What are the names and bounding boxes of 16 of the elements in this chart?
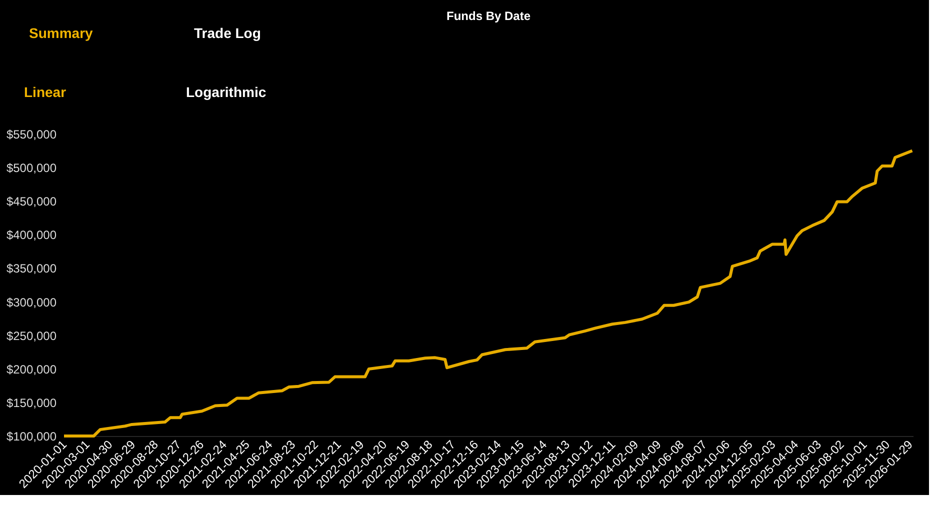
line-series: [62, 149, 914, 438]
y-tick-label: $150,000: [6, 396, 57, 410]
chart-title: Funds By Date: [446, 9, 531, 23]
y-tick-label: $250,000: [6, 328, 57, 343]
text: Linear: [24, 84, 67, 100]
y-tick-label: $300,000: [6, 295, 57, 310]
y-tick-label: $400,000: [6, 228, 57, 242]
y-tick-label: $350,000: [6, 262, 57, 276]
y-tick-label: $100,000: [6, 430, 57, 444]
text: Summary: [29, 25, 94, 41]
y-tick-label: $500,000: [6, 161, 57, 176]
y-tick-label: $450,000: [6, 194, 57, 209]
y-tick-label: $200,000: [6, 362, 57, 376]
text: Logarithmic: [186, 84, 266, 100]
y-tick-label: $550,000: [6, 128, 57, 142]
text: Trade Log: [194, 25, 261, 41]
